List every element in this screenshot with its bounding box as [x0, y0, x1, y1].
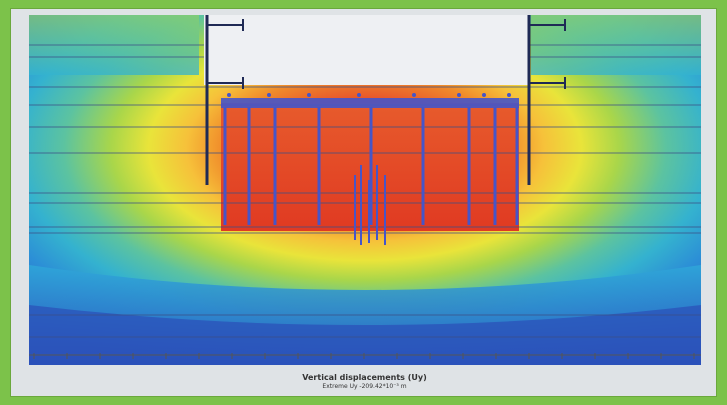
- strut-markers: [207, 19, 566, 89]
- figure-frame: Vertical displacements (Uy) Extreme Uy -…: [10, 8, 717, 397]
- deepest-contour-band: [29, 305, 701, 365]
- figure-caption: Vertical displacements (Uy) Extreme Uy -…: [11, 373, 718, 391]
- caption-subtitle: Extreme Uy -209.42*10⁻³ m: [322, 383, 407, 390]
- soil-layer-lines: [29, 44, 701, 338]
- central-pile-cluster: [354, 165, 386, 245]
- pile-group: [223, 107, 519, 225]
- raft-slab: [221, 98, 519, 108]
- tick-group: [33, 353, 695, 359]
- displacement-contour-plot: [29, 15, 701, 365]
- caption-title: Vertical displacements (Uy): [302, 373, 427, 382]
- raft-load-markers: [227, 93, 511, 97]
- excavation-void: [204, 15, 529, 85]
